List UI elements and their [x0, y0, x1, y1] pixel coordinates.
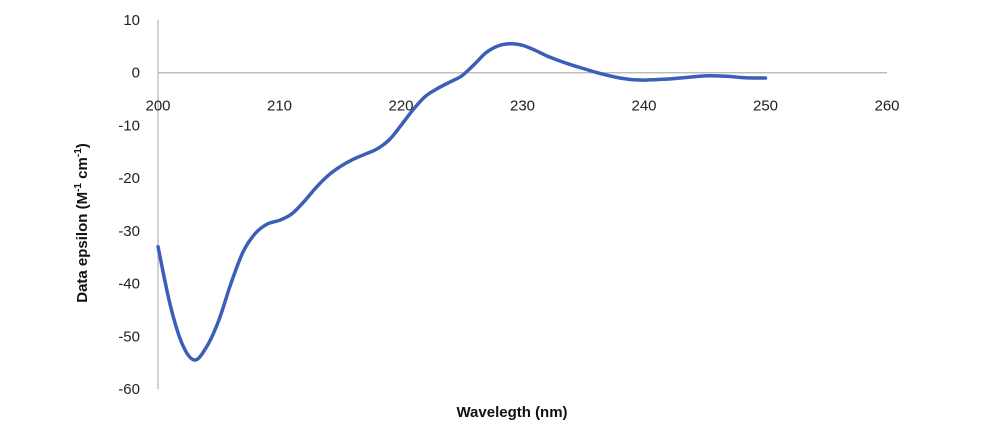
- y-tick-label: -50: [118, 328, 140, 345]
- y-tick-labels: 10 0 -10 -20 -30 -40 -50 -60: [118, 12, 140, 398]
- x-tick-label: 210: [267, 98, 292, 115]
- y-tick-label: -30: [118, 223, 140, 240]
- spectrum-line: [156, 41, 768, 362]
- series: [156, 41, 768, 362]
- y-tick-label: -20: [118, 170, 140, 187]
- x-tick-label: 260: [874, 98, 899, 115]
- y-axis-title-part-3: ): [74, 143, 91, 148]
- y-axis-title-part-2: cm: [74, 157, 91, 183]
- x-tick-label: 230: [510, 98, 535, 115]
- y-tick-label: -60: [118, 381, 140, 398]
- y-axis-title-sup-2: -1: [73, 148, 84, 157]
- x-tick-label: 220: [388, 98, 413, 115]
- axes: [157, 20, 887, 389]
- x-axis-title: Wavelegth (nm): [456, 404, 567, 421]
- y-tick-label: -10: [118, 117, 140, 134]
- y-tick-label: 0: [132, 65, 140, 82]
- y-tick-label: 10: [123, 12, 140, 29]
- x-tick-label: 200: [145, 98, 170, 115]
- y-axis-title: Data epsilon (M-1 cm-1): [73, 143, 91, 303]
- x-tick-labels: 200 210 220 230 240 250 260: [145, 98, 899, 115]
- x-tick-label: 240: [631, 98, 656, 115]
- x-tick-label: 250: [753, 98, 778, 115]
- y-axis-title-part-1: Data epsilon (M: [74, 192, 91, 303]
- y-axis-title-sup-1: -1: [73, 183, 84, 192]
- y-tick-label: -40: [118, 276, 140, 293]
